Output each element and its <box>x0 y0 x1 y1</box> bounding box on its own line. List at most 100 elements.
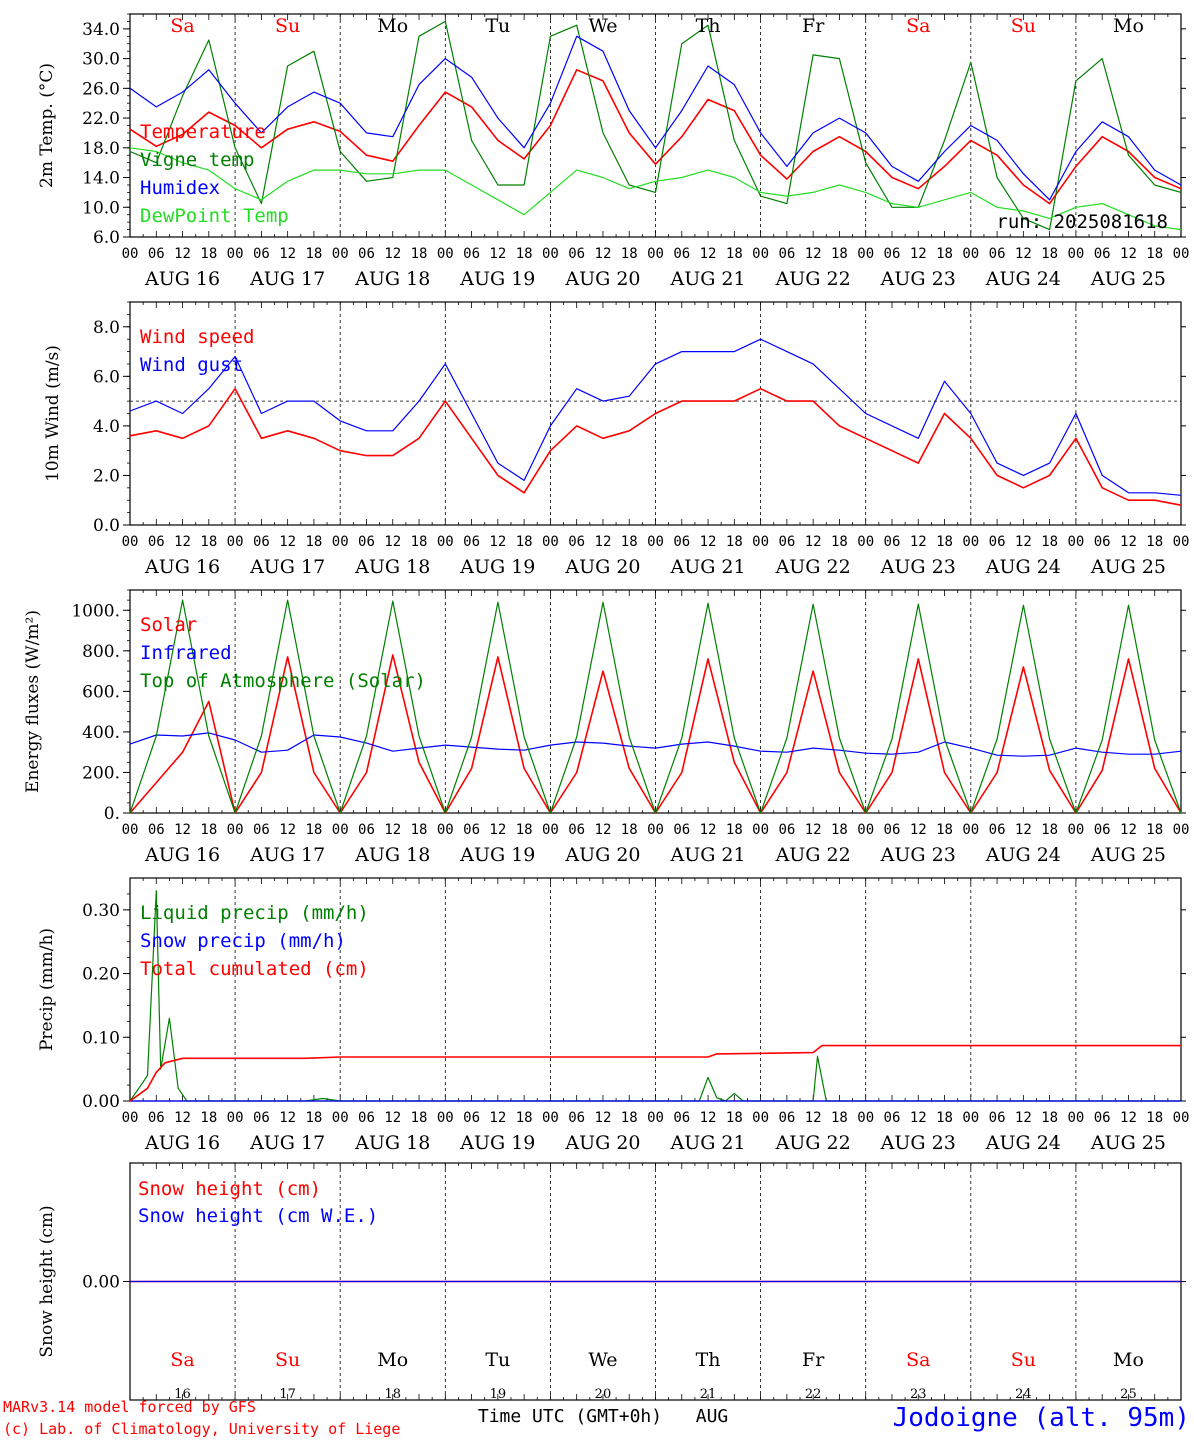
date-label: AUG 17 <box>249 1132 325 1154</box>
hour-tick-label: 18 <box>411 1110 428 1126</box>
hour-tick-label: 00 <box>542 822 559 838</box>
hour-tick-label: 12 <box>595 822 612 838</box>
hour-tick-label: 12 <box>174 246 191 262</box>
date-label: AUG 16 <box>144 268 220 290</box>
date-label: AUG 16 <box>144 1132 220 1154</box>
date-label: AUG 18 <box>354 556 430 578</box>
date-label: AUG 21 <box>669 556 745 578</box>
legend-entry: Wind gust <box>140 354 243 376</box>
date-label: AUG 17 <box>249 844 325 866</box>
hour-tick-label: 18 <box>1146 1110 1163 1126</box>
hour-tick-label: 06 <box>884 822 901 838</box>
hour-tick-label: 06 <box>1094 822 1111 838</box>
hour-tick-label: 00 <box>437 534 454 550</box>
hour-tick-label: 18 <box>200 246 217 262</box>
hour-tick-label: 06 <box>463 1110 480 1126</box>
hour-tick-label: 00 <box>332 246 349 262</box>
date-label: AUG 24 <box>985 556 1061 578</box>
hour-tick-label: 18 <box>936 246 953 262</box>
weekday-label: Su <box>275 1349 300 1371</box>
hour-tick-label: 12 <box>1120 534 1137 550</box>
hour-tick-label: 12 <box>910 246 927 262</box>
y-tick-label: 34.0 <box>82 20 120 40</box>
date-label: AUG 22 <box>775 1132 851 1154</box>
copyright-credit: (c) Lab. of Climatology, University of L… <box>3 1420 400 1438</box>
y-tick-label: 30.0 <box>82 50 120 70</box>
hour-tick-label: 06 <box>884 246 901 262</box>
weekday-label: Sa <box>170 1349 194 1371</box>
series-line-top-of-atmosphere-solar <box>129 599 1182 814</box>
hour-tick-label: 18 <box>726 534 743 550</box>
y-tick-label: 10.0 <box>82 198 120 218</box>
day-number-label: 18 <box>384 1387 401 1402</box>
panel-4: 0.00 0.10 0.20 0.30 Precip (mm/h) Liquid prec… <box>37 877 1190 1154</box>
hour-tick-label: 06 <box>358 246 375 262</box>
hour-tick-label: 00 <box>1173 534 1190 550</box>
series-line-temperature <box>129 69 1182 205</box>
hour-tick-label: 00 <box>857 822 874 838</box>
hour-tick-label: 12 <box>384 822 401 838</box>
date-label: AUG 23 <box>880 268 956 290</box>
hour-tick-label: 00 <box>227 534 244 550</box>
hour-tick-label: 18 <box>1146 822 1163 838</box>
legend-entry: Top of Atmosphere (Solar) <box>140 670 426 692</box>
y-axis-label: 10m Wind (m/s) <box>43 345 63 482</box>
y-tick-label: 6.0 <box>93 228 120 248</box>
hour-tick-label: 00 <box>752 246 769 262</box>
hour-tick-label: 00 <box>857 534 874 550</box>
date-label: AUG 21 <box>669 1132 745 1154</box>
hour-tick-label: 18 <box>621 1110 638 1126</box>
station-name: Jodoigne (alt. 95m) <box>893 1403 1190 1433</box>
weekday-label: We <box>588 15 617 37</box>
legend-entry: Liquid precip (mm/h) <box>140 902 369 924</box>
hour-tick-label: 06 <box>989 246 1006 262</box>
day-number-label: 19 <box>490 1387 507 1402</box>
hour-tick-label: 06 <box>148 534 165 550</box>
hour-tick-label: 18 <box>1146 534 1163 550</box>
model-credit: MARv3.14 model forced by GFS <box>3 1398 256 1416</box>
hour-tick-label: 00 <box>437 246 454 262</box>
y-tick-label: 8.0 <box>93 318 120 338</box>
hour-tick-label: 18 <box>411 534 428 550</box>
y-tick-label: 800. <box>82 642 120 662</box>
hour-tick-label: 00 <box>122 246 139 262</box>
legend-entry: Temperature <box>140 121 266 143</box>
hour-tick-label: 06 <box>463 246 480 262</box>
panel-2: 0.0 2.0 4.0 6.0 8.0 10m Wind (m/s) Wind speed W… <box>43 301 1190 578</box>
legend-entry: Vigne temp <box>140 149 254 171</box>
hour-tick-label: 00 <box>122 822 139 838</box>
hour-tick-label: 18 <box>1041 246 1058 262</box>
hour-tick-label: 12 <box>1120 246 1137 262</box>
day-number-label: 17 <box>279 1387 296 1402</box>
series-line-total-cumulated-cm <box>129 1044 1181 1102</box>
hour-tick-label: 06 <box>253 822 270 838</box>
hour-tick-label: 12 <box>279 534 296 550</box>
hour-tick-label: 18 <box>411 822 428 838</box>
hour-tick-label: 12 <box>384 246 401 262</box>
hour-tick-label: 12 <box>1015 246 1032 262</box>
hour-tick-label: 12 <box>595 534 612 550</box>
hour-tick-label: 00 <box>542 1110 559 1126</box>
date-label: AUG 22 <box>775 844 851 866</box>
panel-5: 0.00 Snow height (cm) Snow height (cm) Snow… <box>37 1162 1186 1402</box>
y-tick-label: 0.20 <box>82 965 120 985</box>
hour-tick-label: 00 <box>122 534 139 550</box>
y-axis-label: Snow height (cm) <box>37 1205 57 1357</box>
hour-tick-label: 06 <box>673 822 690 838</box>
y-tick-label: 200. <box>82 763 120 783</box>
hour-tick-label: 06 <box>568 534 585 550</box>
weekday-label: Sa <box>906 15 930 37</box>
hour-tick-label: 12 <box>805 246 822 262</box>
date-label: AUG 22 <box>775 556 851 578</box>
hour-tick-label: 00 <box>1067 246 1084 262</box>
hour-tick-label: 00 <box>1173 1110 1190 1126</box>
weekday-label: Su <box>275 15 300 37</box>
hour-tick-label: 12 <box>279 246 296 262</box>
weekday-label: Mo <box>1113 1349 1144 1371</box>
weekday-label: Th <box>696 15 721 37</box>
hour-tick-label: 00 <box>647 1110 664 1126</box>
hour-tick-label: 18 <box>726 246 743 262</box>
series-line-wind-speed <box>129 387 1182 506</box>
hour-tick-label: 00 <box>1067 534 1084 550</box>
